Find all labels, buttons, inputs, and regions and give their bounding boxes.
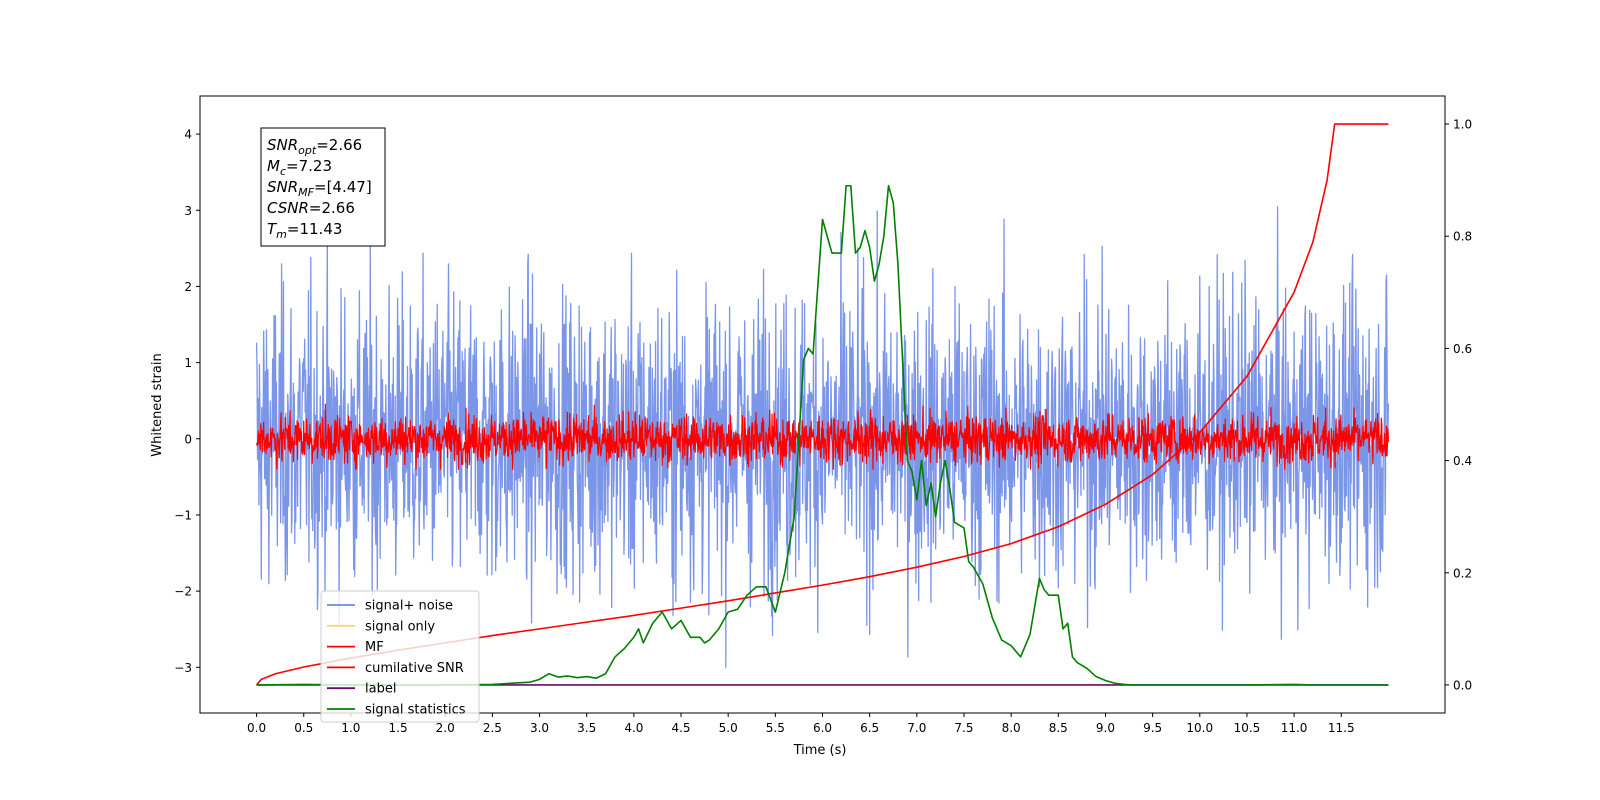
annotation-value: =[4.47] [314,178,372,196]
y-tick-label: −1 [174,508,192,522]
y2-tick-label: 0.8 [1453,230,1472,244]
y-tick-label: 3 [184,204,192,218]
x-tick-label: 1.5 [389,721,408,735]
annotation-var: M [267,157,280,175]
y2-tick-label: 0.2 [1453,566,1472,580]
legend: signal+ noise signal only MF cumilative SNR… [320,590,480,723]
x-tick-label: 4.0 [624,721,643,735]
annotation-line: SNRopt=2.66 [267,136,362,157]
y-tick-label: 1 [184,356,192,370]
annotation-value: =2.66 [316,136,362,154]
annotation-line: CSNR=2.66 [267,199,355,217]
legend-frame [320,590,480,723]
x-tick-label: 8.0 [1002,721,1021,735]
annotation-line: Mc=7.23 [267,157,332,178]
y-tick-label: 4 [184,128,192,142]
x-tick-label: 7.0 [907,721,926,735]
series-line-signal-statistics [256,184,1389,686]
x-tick-label: 3.0 [530,721,549,735]
annotation-var: SNR [267,136,298,154]
x-tick-label: 3.5 [577,721,596,735]
y2-tick-label: 0.4 [1453,454,1472,468]
x-tick-label: 6.0 [813,721,832,735]
annotation-line: SNRMF=[4.47] [267,178,372,199]
annotation-box: SNRopt=2.66Mc=7.23SNRMF=[4.47]CSNR=2.66T… [260,127,386,247]
annotation-line: Tm=11.43 [267,220,342,241]
y-tick-label: −3 [174,661,192,675]
x-axis-label: Time (s) [793,743,847,758]
x-tick-label: 0.0 [247,721,266,735]
legend-label: signal statistics [365,703,466,718]
annotation-subscript: m [276,228,287,241]
series-line-signal-noise [255,206,1390,669]
x-tick-label: 6.5 [860,721,879,735]
legend-label: signal+ noise [365,599,453,614]
y2-tick-label: 0.0 [1453,678,1472,692]
x-tick-label: 10.5 [1234,721,1261,735]
annotation-value: =2.66 [309,199,355,217]
y2-tick-label: 0.6 [1453,342,1472,356]
x-tick-label: 7.5 [954,721,973,735]
annotation-subscript: MF [298,186,314,199]
y-tick-label: 0 [184,432,192,446]
x-tick-label: 11.5 [1328,721,1355,735]
y2-axis: 1.0 0.8 0.6 0.4 0.2 0.0 [1445,118,1472,692]
x-tick-label: 2.0 [436,721,455,735]
legend-label: cumilative SNR [365,661,464,676]
x-tick-label: 8.5 [1049,721,1068,735]
x-tick-label: 5.5 [766,721,785,735]
annotation-frame [260,127,386,247]
x-tick-label: 9.0 [1096,721,1115,735]
y-tick-label: 2 [184,280,192,294]
legend-label: signal only [365,619,435,634]
series-line-mf [256,403,1390,470]
annotation-var: SNR [267,178,298,196]
x-tick-label: 1.0 [341,721,360,735]
x-tick-label: 4.5 [671,721,690,735]
x-tick-label: 10.0 [1186,721,1213,735]
y-axis-label: Whitened strain [150,353,165,456]
annotation-value: =7.23 [286,157,332,175]
x-tick-label: 5.0 [719,721,738,735]
legend-label: label [365,682,396,697]
annotation-var: T [267,220,278,238]
legend-label: MF [365,640,384,655]
x-tick-label: 2.5 [483,721,502,735]
x-tick-label: 11.0 [1281,721,1308,735]
y-tick-label: −2 [174,585,192,599]
annotation-subscript: c [280,165,286,178]
x-tick-label: 9.5 [1143,721,1162,735]
x-axis: 0.0 0.5 1.0 1.5 2.0 2.5 3.0 3.5 4.0 4.5 5.0 5.5 6.0 6… [247,713,1355,735]
annotation-subscript: opt [298,144,317,157]
annotation-value: =11.43 [287,220,343,238]
y-axis: 4 3 2 1 0 −1 −2 −3 [174,128,200,675]
x-tick-label: 0.5 [294,721,313,735]
annotation-var: CSNR [267,199,309,217]
y2-tick-label: 1.0 [1453,118,1472,132]
